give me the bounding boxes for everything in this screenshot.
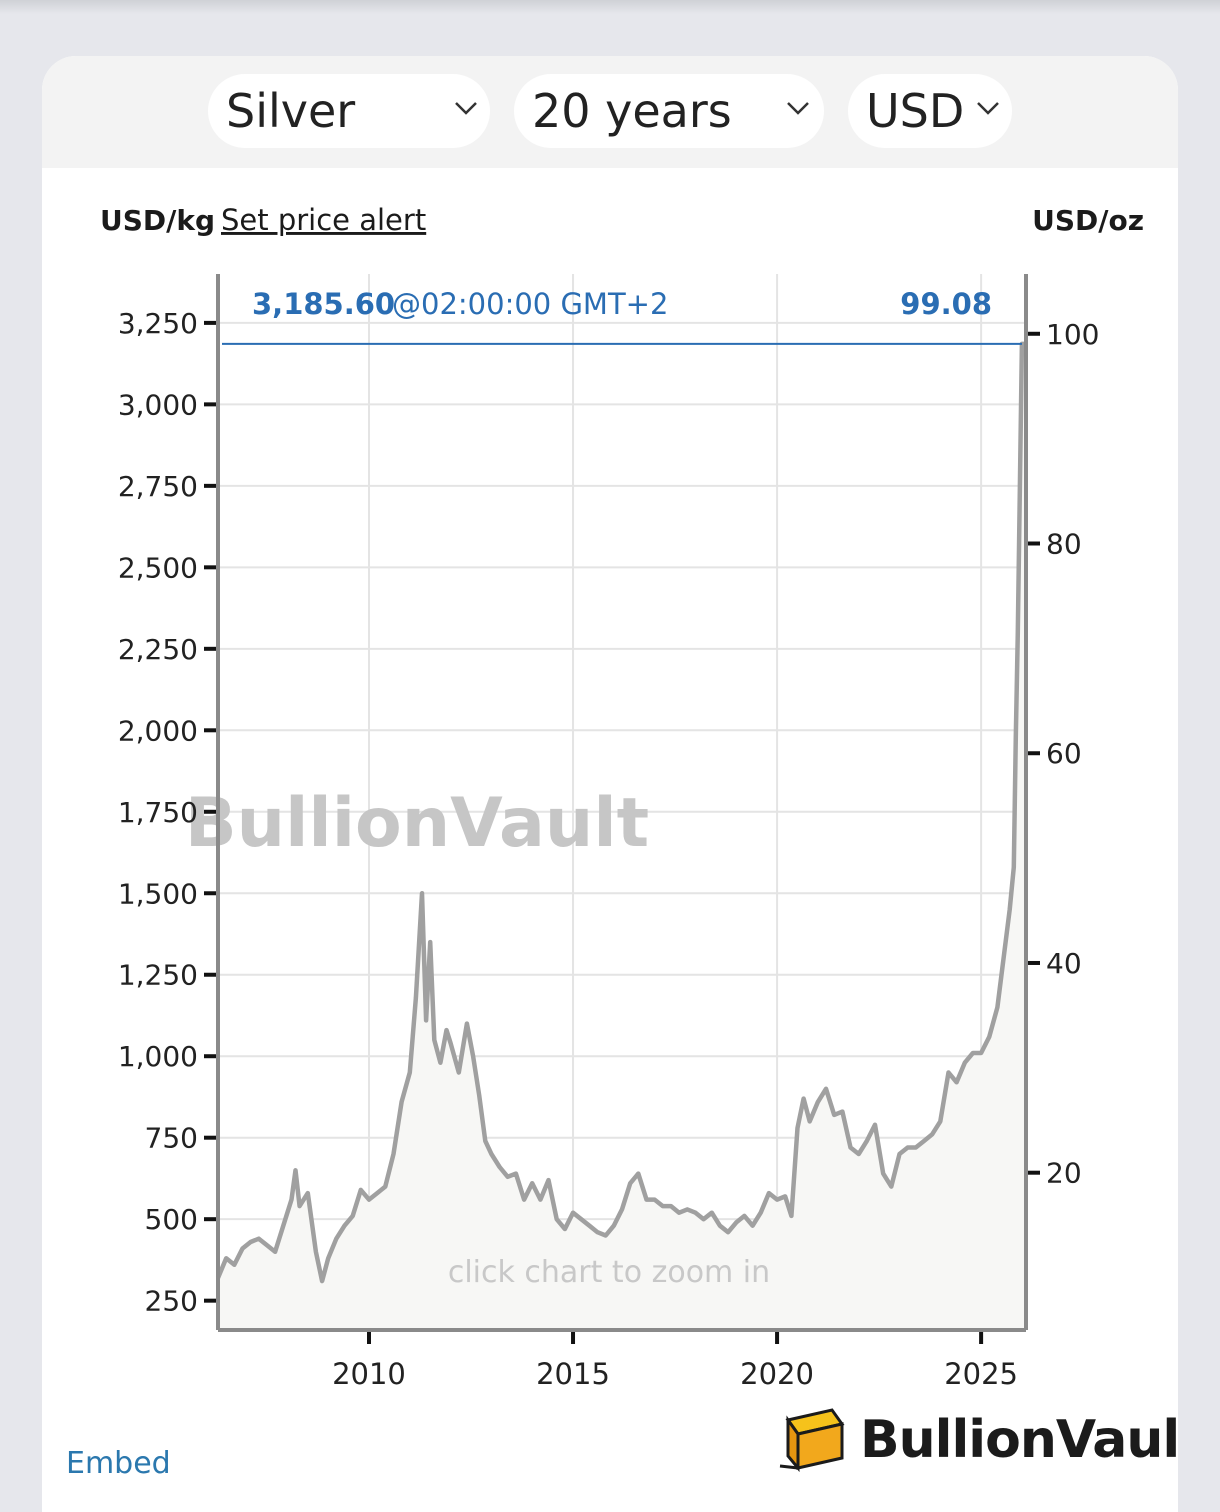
cube-logo-icon — [779, 1408, 845, 1473]
left-unit-label: USD/kg — [100, 204, 215, 237]
y2-tick-label: 100 — [1046, 318, 1099, 351]
set-price-alert-link[interactable]: Set price alert — [221, 203, 426, 237]
price-chart[interactable]: BullionVault click chart to zoom in 3,18… — [42, 56, 1178, 1512]
metal-select-value: Silver — [226, 84, 356, 138]
chart-card: Silver 20 years USD BullionVault click c… — [42, 56, 1178, 1512]
x-tick-label: 2025 — [944, 1357, 1018, 1391]
y2-tick-label: 60 — [1046, 737, 1082, 770]
x-tick-label: 2010 — [332, 1357, 406, 1391]
current-price-kg: 3,185.60 — [252, 287, 395, 321]
price-line — [215, 341, 1026, 1284]
y-tick-label: 1,750 — [118, 796, 198, 829]
selector-bar: Silver 20 years USD — [42, 56, 1178, 168]
zoom-hint: click chart to zoom in — [448, 1255, 770, 1290]
y-tick-label: 1,500 — [118, 877, 198, 910]
x-tick-label: 2015 — [536, 1357, 610, 1391]
embed-link[interactable]: Embed — [66, 1446, 171, 1481]
y-tick-label: 3,000 — [118, 388, 198, 421]
chevron-down-icon — [787, 102, 809, 115]
period-select-value: 20 years — [532, 84, 732, 138]
y-tick-label: 750 — [145, 1122, 198, 1155]
current-time: @02:00:00 GMT+2 — [392, 287, 668, 321]
current-price-oz: 99.08 — [900, 287, 992, 321]
right-axis-ticks: 20 40 60 80 100 — [1028, 318, 1099, 1190]
chevron-down-icon — [455, 102, 477, 115]
y-tick-label: 250 — [145, 1285, 198, 1318]
price-area — [218, 343, 1026, 1330]
y-tick-label: 2,750 — [118, 470, 198, 503]
y2-tick-label: 40 — [1046, 947, 1082, 980]
x-tick-label: 2020 — [740, 1357, 814, 1391]
left-axis-ticks: 250 500 750 1,000 1,250 1,500 1,750 2,000 2,250 2… — [118, 307, 216, 1318]
y-tick-label: 1,000 — [118, 1040, 198, 1073]
chevron-down-icon — [977, 102, 999, 115]
watermark-text: BullionVault — [185, 784, 649, 863]
y-tick-label: 3,250 — [118, 307, 198, 340]
y-tick-label: 2,250 — [118, 633, 198, 666]
metal-select[interactable]: Silver — [208, 74, 490, 148]
right-unit-label: USD/oz — [1032, 204, 1144, 237]
brand-name: BullionVault — [860, 1410, 1178, 1470]
y-tick-label: 2,500 — [118, 551, 198, 584]
top-shadow — [0, 0, 1220, 14]
y2-tick-label: 80 — [1046, 528, 1082, 561]
bullionvault-logo — [779, 1408, 845, 1473]
currency-select[interactable]: USD — [848, 74, 1012, 148]
period-select[interactable]: 20 years — [514, 74, 824, 148]
y-tick-label: 500 — [145, 1203, 198, 1236]
y-tick-label: 2,000 — [118, 714, 198, 747]
y-tick-label: 1,250 — [118, 959, 198, 992]
y2-tick-label: 20 — [1046, 1157, 1082, 1190]
currency-select-value: USD — [866, 84, 965, 138]
x-axis-ticks: 2010 2015 2020 2025 — [332, 1332, 1018, 1391]
